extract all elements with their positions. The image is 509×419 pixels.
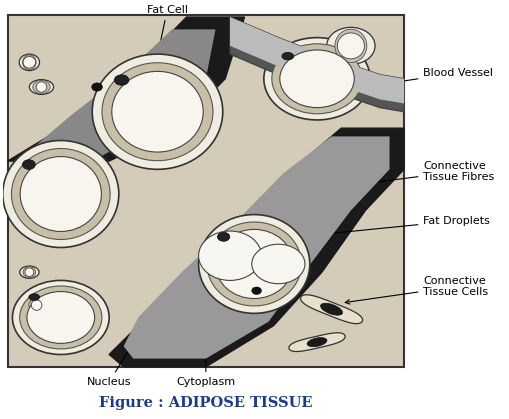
Ellipse shape <box>112 71 203 152</box>
Ellipse shape <box>337 33 364 59</box>
Polygon shape <box>230 17 404 103</box>
Ellipse shape <box>335 29 367 62</box>
Ellipse shape <box>327 27 375 65</box>
Ellipse shape <box>199 231 262 280</box>
Text: Fat Cell: Fat Cell <box>147 5 188 52</box>
Ellipse shape <box>20 157 101 231</box>
Polygon shape <box>22 29 215 157</box>
Ellipse shape <box>215 229 293 298</box>
Ellipse shape <box>36 82 47 92</box>
Ellipse shape <box>33 80 50 94</box>
Ellipse shape <box>252 287 262 295</box>
Ellipse shape <box>30 80 53 94</box>
Bar <box>8 15 404 367</box>
Ellipse shape <box>282 52 294 60</box>
Text: Cytoplasm: Cytoplasm <box>176 316 235 387</box>
Ellipse shape <box>31 300 42 310</box>
Ellipse shape <box>12 148 110 240</box>
Ellipse shape <box>12 280 109 354</box>
Text: Connective
Tissue Cells: Connective Tissue Cells <box>345 276 489 304</box>
Ellipse shape <box>22 55 36 70</box>
Ellipse shape <box>29 298 44 312</box>
Ellipse shape <box>24 298 49 313</box>
Ellipse shape <box>23 266 36 278</box>
Ellipse shape <box>280 50 354 108</box>
Ellipse shape <box>272 44 362 114</box>
Ellipse shape <box>92 54 223 169</box>
Ellipse shape <box>115 75 129 85</box>
Ellipse shape <box>307 338 327 347</box>
Ellipse shape <box>20 266 39 278</box>
Ellipse shape <box>252 244 305 284</box>
Text: Connective
Tissue Fibres: Connective Tissue Fibres <box>335 160 495 189</box>
Polygon shape <box>8 17 244 161</box>
Text: Figure : ADIPOSE TISSUE: Figure : ADIPOSE TISSUE <box>99 396 313 410</box>
Polygon shape <box>289 333 345 352</box>
Ellipse shape <box>321 303 343 315</box>
Ellipse shape <box>23 57 36 68</box>
Ellipse shape <box>25 268 34 277</box>
Ellipse shape <box>27 292 95 344</box>
Polygon shape <box>124 137 389 359</box>
Ellipse shape <box>199 215 310 313</box>
Ellipse shape <box>3 140 119 248</box>
Ellipse shape <box>264 38 370 120</box>
Ellipse shape <box>22 160 35 169</box>
Polygon shape <box>300 295 362 323</box>
Polygon shape <box>109 128 404 367</box>
Ellipse shape <box>20 286 102 349</box>
Ellipse shape <box>29 294 40 300</box>
Text: Nucleus: Nucleus <box>87 315 151 387</box>
Polygon shape <box>230 17 404 112</box>
Text: Fat Droplets: Fat Droplets <box>297 216 490 238</box>
Ellipse shape <box>92 83 102 91</box>
Ellipse shape <box>217 233 230 241</box>
Ellipse shape <box>207 222 301 306</box>
Ellipse shape <box>19 54 40 70</box>
Ellipse shape <box>102 63 213 160</box>
Text: Blood Vessel: Blood Vessel <box>355 67 493 90</box>
